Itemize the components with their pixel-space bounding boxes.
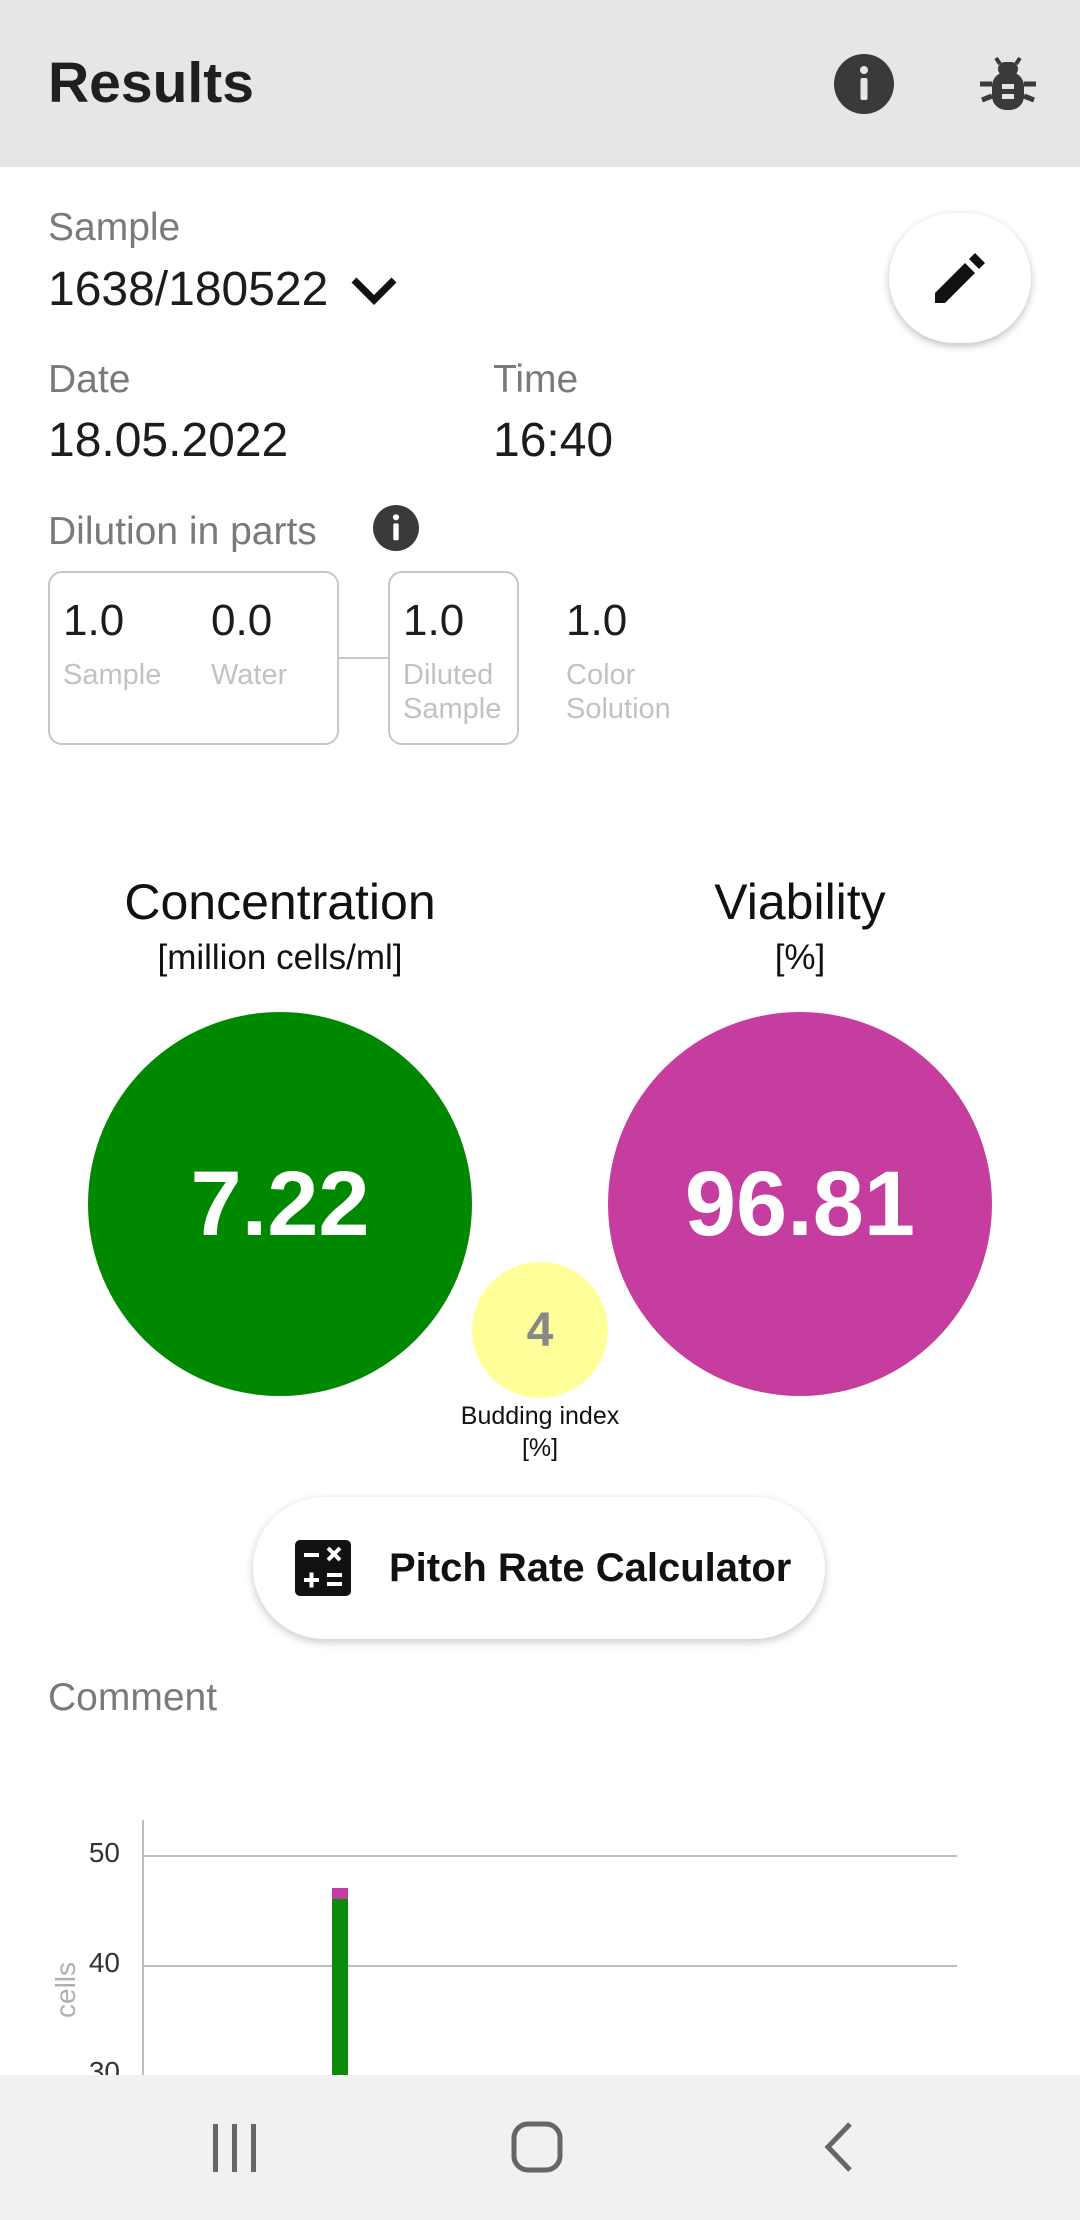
gridline-40 — [142, 1965, 957, 1967]
y-axis-label: cells — [50, 1961, 81, 2018]
info-icon — [373, 505, 419, 551]
budding-unit: [%] — [521, 1434, 559, 1462]
budding-value: 4 — [526, 1303, 554, 1357]
budding-label: Budding index — [460, 1402, 620, 1430]
viability-unit: [%] — [774, 938, 826, 977]
bug-icon — [980, 56, 1036, 110]
y-tick-30: 30 — [88, 2056, 120, 2075]
dilution-color-label-1: Color — [566, 659, 636, 691]
pitch-rate-label: Pitch Rate Calculator — [389, 1545, 792, 1590]
time-label: Time — [493, 358, 579, 401]
y-tick-40: 40 — [88, 1947, 120, 1978]
dilution-diluted-label-1: Diluted — [403, 659, 494, 691]
edit-button[interactable] — [889, 213, 1031, 343]
chevron-down-icon — [351, 277, 397, 305]
calculator-icon — [295, 1540, 351, 1596]
home-button[interactable] — [510, 2120, 564, 2179]
recent-apps-icon — [213, 2124, 256, 2172]
comment-label: Comment — [48, 1676, 218, 1719]
concentration-title: Concentration — [124, 874, 436, 930]
back-icon — [824, 2122, 852, 2172]
gridline-50 — [142, 1855, 957, 1857]
date-label: Date — [48, 358, 131, 401]
dilution-sample-value: 1.0 — [63, 596, 125, 645]
dilution-diluted-value: 1.0 — [403, 596, 465, 645]
bar-magenta — [332, 1888, 348, 1899]
dilution-label: Dilution in parts — [48, 510, 317, 553]
chart-y-axis — [142, 1820, 144, 2075]
bug-report-button[interactable] — [976, 52, 1040, 116]
info-icon — [834, 54, 894, 114]
viability-title: Viability — [714, 874, 886, 930]
back-button[interactable] — [820, 2120, 860, 2179]
concentration-circle: 7.22 — [88, 1012, 472, 1396]
system-nav-bar — [0, 2075, 1080, 2220]
info-button[interactable] — [832, 52, 896, 116]
dilution-water-value: 0.0 — [211, 596, 273, 645]
budding-circle: 4 — [472, 1262, 608, 1398]
y-tick-50: 50 — [88, 1837, 120, 1868]
concentration-value: 7.22 — [190, 1152, 370, 1255]
bar-green — [332, 1899, 348, 2075]
pencil-icon — [935, 253, 985, 303]
dilution-diluted-label-2: Sample — [403, 693, 502, 725]
dilution-color-label-2: Solution — [566, 693, 671, 725]
dilution-water-label: Water — [211, 659, 288, 691]
sample-selector[interactable]: 1638/180522 — [48, 262, 400, 317]
dilution-connector — [338, 657, 388, 659]
viability-value: 96.81 — [684, 1152, 916, 1255]
viability-circle: 96.81 — [608, 1012, 992, 1396]
home-icon — [511, 2121, 563, 2173]
app-bar — [0, 0, 1080, 167]
pitch-rate-calculator-button[interactable]: Pitch Rate Calculator — [253, 1497, 825, 1639]
time-value: 16:40 — [493, 414, 614, 467]
chart-area: 50 40 30 cells — [40, 1820, 1040, 2075]
page-title: Results — [48, 51, 254, 115]
dilution-diluted-box[interactable] — [388, 571, 519, 745]
sample-value: 1638/180522 — [48, 263, 329, 316]
dilution-sample-label: Sample — [63, 659, 162, 691]
sample-label: Sample — [48, 206, 181, 249]
recent-apps-button[interactable] — [205, 2122, 265, 2179]
dilution-info-button[interactable] — [373, 505, 419, 556]
dilution-color-value: 1.0 — [566, 596, 628, 645]
concentration-unit: [million cells/ml] — [157, 938, 403, 977]
date-value: 18.05.2022 — [48, 414, 289, 467]
